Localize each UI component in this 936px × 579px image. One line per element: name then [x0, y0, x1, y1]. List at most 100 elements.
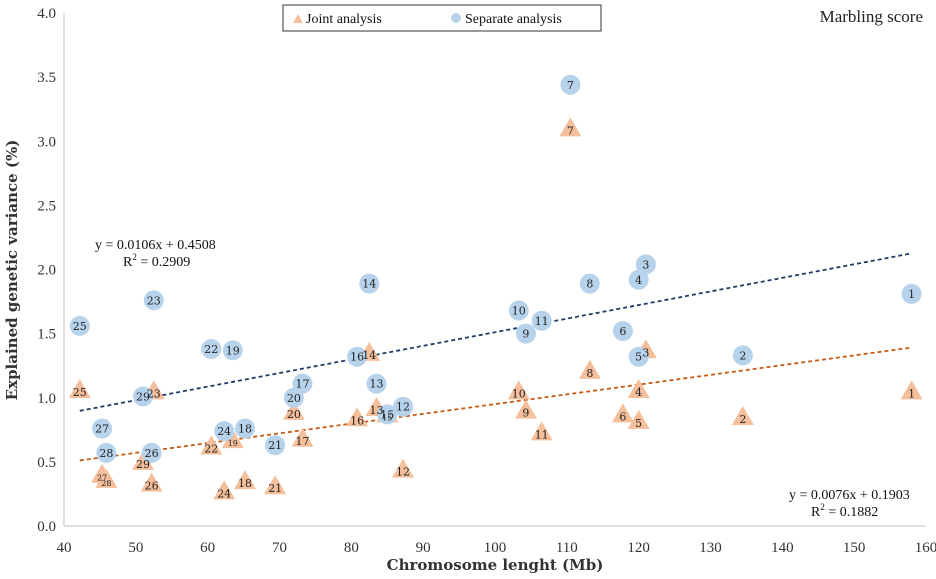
- y-tick-label: 0.0: [37, 519, 56, 535]
- separate-trendline: [79, 252, 912, 412]
- joint-point-label: 16: [350, 414, 364, 427]
- joint-point-label: 4: [635, 386, 642, 399]
- legend-label-separate: Separate analysis: [465, 12, 562, 27]
- legend-circle-icon: [451, 13, 461, 23]
- separate-point-label: 20: [287, 392, 301, 405]
- y-axis-title: Explained genetic variance (%): [3, 140, 21, 401]
- joint-point: [68, 379, 91, 399]
- x-tick-label: 130: [699, 540, 722, 556]
- separate-equation-text: y = 0.0106x + 0.4508: [95, 238, 216, 253]
- x-tick-labels: 40 50 60 70 80 90 100 110 120 130 140 150 160: [57, 540, 936, 556]
- separate-point: [901, 283, 922, 304]
- x-tick-label: 50: [128, 540, 143, 556]
- separate-point: [214, 421, 235, 442]
- separate-point: [531, 310, 552, 331]
- joint-point: [282, 400, 305, 420]
- joint-point-label: 28: [101, 479, 111, 488]
- separate-point-label: 13: [369, 378, 383, 391]
- joint-point-label: 20: [287, 408, 301, 421]
- y-tick-label: 3.5: [37, 70, 56, 86]
- y-tick-labels: 0.0 0.5 1.0 1.5 2.0 2.5 3.0 3.5 4.0: [37, 6, 56, 535]
- joint-point-label: 6: [619, 410, 626, 423]
- joint-point-label: 2: [739, 413, 746, 426]
- x-tick-label: 110: [556, 540, 578, 556]
- separate-point-label: 10: [512, 305, 526, 318]
- y-tick-label: 1.5: [37, 327, 56, 343]
- joint-point: [627, 379, 650, 399]
- separate-point: [628, 346, 649, 367]
- legend: Joint analysis Separate analysis: [282, 4, 602, 32]
- separate-point-label: 29: [136, 390, 150, 403]
- x-tick-label: 140: [771, 540, 794, 556]
- separate-point: [359, 273, 380, 294]
- separate-r2-text: R2 = 0.2909: [123, 252, 190, 270]
- joint-point: [611, 403, 634, 423]
- joint-point-label: 11: [535, 428, 549, 441]
- joint-point-label: 26: [145, 480, 159, 493]
- joint-point-label: 5: [635, 417, 642, 430]
- x-tick-label: 70: [272, 540, 287, 556]
- joint-point-label: 21: [268, 482, 282, 495]
- joint-point-label: 18: [238, 477, 252, 490]
- joint-point-label: 19: [228, 439, 238, 448]
- separate-point-label: 22: [204, 343, 218, 356]
- joint-point: [234, 470, 257, 490]
- joint-point-label: 9: [522, 407, 529, 420]
- separate-point: [235, 418, 256, 439]
- joint-point-label: 25: [73, 386, 87, 399]
- joint-r2-label: R: [811, 505, 821, 520]
- joint-point: [900, 380, 923, 400]
- separate-point: [393, 396, 414, 417]
- separate-r2-label: R: [123, 255, 133, 270]
- chart-title: Marbling score: [820, 7, 923, 26]
- separate-point-label: 6: [619, 325, 626, 338]
- joint-equation-text: y = 0.0076x + 0.1903: [789, 488, 910, 503]
- separate-point-label: 9: [522, 328, 529, 341]
- x-axis-title: Chromosome lenght (Mb): [387, 556, 604, 574]
- point-labels: 1234567891011121314151617181920212223242…: [73, 79, 915, 501]
- x-tick-label: 80: [344, 540, 359, 556]
- separate-point-label: 21: [268, 439, 282, 452]
- separate-point-label: 1: [908, 288, 915, 301]
- separate-point: [366, 373, 387, 394]
- joint-point: [514, 399, 537, 419]
- separate-point: [69, 315, 90, 336]
- joint-point-label: 7: [567, 124, 574, 137]
- separate-point: [508, 300, 529, 321]
- joint-point-label: 24: [217, 487, 231, 500]
- separate-point-label: 3: [642, 258, 649, 271]
- joint-point: [392, 458, 415, 478]
- joint-r2-exponent: 2: [820, 502, 825, 512]
- joint-point: [578, 359, 601, 379]
- separate-point: [377, 404, 398, 425]
- joint-point-label: 23: [147, 387, 161, 400]
- y-tick-label: 0.5: [37, 455, 56, 471]
- joint-point-label: 14: [362, 349, 376, 362]
- separate-point: [628, 269, 649, 290]
- joint-point: [221, 429, 244, 449]
- separate-point: [612, 321, 633, 342]
- joint-equation: y = 0.0076x + 0.1903 R2 = 0.1882: [789, 488, 910, 520]
- joint-point: [200, 435, 223, 455]
- separate-point: [283, 387, 304, 408]
- joint-point: [530, 421, 553, 441]
- joint-point: [346, 407, 369, 427]
- legend-box: [282, 4, 602, 32]
- separate-point: [579, 273, 600, 294]
- y-tick-label: 2.0: [37, 263, 56, 279]
- x-tick-label: 160: [915, 540, 936, 556]
- joint-analysis-points: [68, 117, 923, 500]
- joint-point-label: 22: [204, 442, 218, 455]
- separate-point-label: 14: [362, 278, 376, 291]
- separate-point: [141, 442, 162, 463]
- separate-point: [515, 323, 536, 344]
- separate-point: [92, 418, 113, 439]
- y-tick-label: 3.0: [37, 134, 56, 150]
- x-tick-label: 90: [416, 540, 431, 556]
- joint-point: [132, 450, 155, 470]
- joint-point-label: 3: [642, 346, 649, 359]
- separate-point: [222, 340, 243, 361]
- separate-point-label: 11: [535, 315, 549, 328]
- separate-point-label: 2: [739, 349, 746, 362]
- y-tick-label: 1.0: [37, 391, 56, 407]
